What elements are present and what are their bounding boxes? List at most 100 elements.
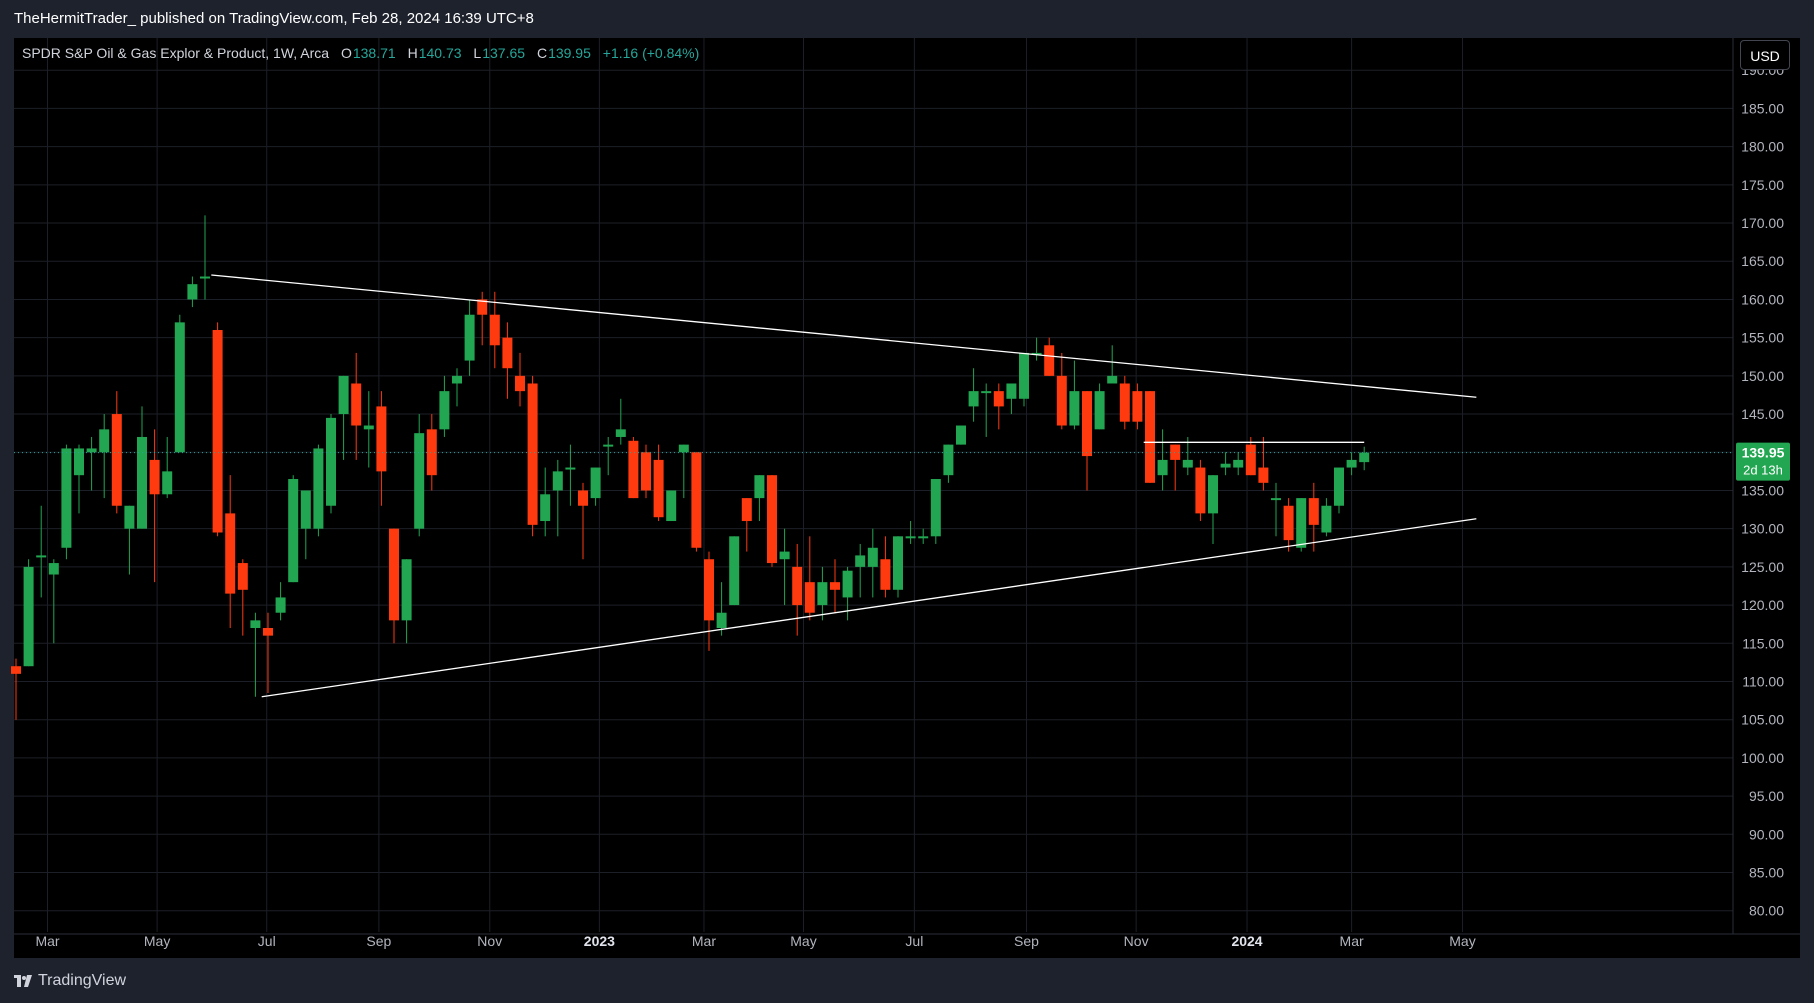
candle-body — [1334, 467, 1344, 506]
candle-body — [263, 628, 273, 636]
candle-body — [603, 444, 614, 447]
high-value: 140.73 — [418, 45, 462, 61]
candle-up — [716, 582, 727, 636]
candle-body — [704, 559, 714, 621]
candle-up — [779, 528, 790, 606]
low-value: 137.65 — [482, 45, 526, 61]
tradingview-logo[interactable]: TradingView — [14, 972, 126, 990]
candlestick-chart[interactable]: 190.00185.00180.00175.00170.00165.00160.… — [0, 0, 1814, 960]
candle-body — [615, 429, 626, 437]
candle-body — [880, 559, 891, 590]
last-price-badge: 139.95 2d 13h — [1736, 442, 1790, 481]
candle-body — [804, 582, 815, 613]
candle-up — [326, 414, 336, 514]
x-tick-label: Mar — [1340, 933, 1364, 949]
candle-up — [968, 368, 979, 422]
candle-down — [489, 291, 500, 369]
candle-up — [956, 425, 966, 445]
candle-body — [237, 563, 248, 590]
candle-up — [1107, 345, 1118, 384]
candle-body — [641, 452, 651, 491]
y-tick-label: 180.00 — [1741, 139, 1784, 155]
candle-body — [200, 276, 210, 279]
candle-up — [1359, 446, 1370, 471]
candle-body — [1220, 463, 1231, 468]
candle-down — [376, 391, 387, 506]
x-tick-label: Mar — [35, 933, 59, 949]
candle-body — [1145, 391, 1155, 483]
candle-body — [11, 666, 21, 674]
candle-body — [489, 314, 500, 346]
candle-down — [993, 383, 1004, 430]
price-badge-bg — [1736, 442, 1790, 481]
candle-body — [225, 513, 236, 594]
candle-up — [61, 444, 72, 560]
candle-up — [893, 536, 903, 598]
candle-body — [351, 383, 362, 426]
candle-body — [414, 433, 425, 529]
candle-body — [754, 475, 765, 499]
candle-up — [590, 467, 601, 506]
y-tick-label: 80.00 — [1749, 903, 1784, 919]
open-value: 138.71 — [352, 45, 396, 61]
candle-body — [1195, 467, 1206, 514]
candle-up — [552, 459, 563, 537]
currency-button[interactable]: USD — [1740, 40, 1790, 70]
candle-body — [61, 448, 72, 548]
candle-body — [389, 528, 399, 621]
candle-down — [426, 414, 437, 491]
candle-body — [288, 479, 299, 583]
candle-body — [515, 375, 525, 392]
trendline-lower — [261, 518, 1477, 698]
y-tick-label: 165.00 — [1741, 253, 1784, 269]
candle-body — [1233, 459, 1244, 468]
candle-down — [1145, 391, 1155, 483]
y-tick-label: 95.00 — [1749, 788, 1784, 804]
chart-grid — [14, 38, 1800, 935]
y-tick-label: 130.00 — [1741, 521, 1784, 537]
candle-body — [300, 490, 311, 529]
candle-up — [666, 490, 677, 522]
candle-down — [741, 498, 752, 552]
candle-up — [174, 314, 185, 453]
candle-body — [552, 471, 563, 491]
candle-body — [1245, 444, 1256, 476]
candle-down — [1082, 391, 1092, 491]
candle-up — [300, 490, 311, 560]
symbol-legend: SPDR S&P Oil & Gas Explor & Product, 1W,… — [22, 45, 699, 61]
candle-body — [1119, 383, 1130, 422]
candle-down — [1056, 352, 1067, 430]
candle-down — [1044, 337, 1055, 376]
chart-panel[interactable] — [14, 38, 1800, 958]
candle-body — [1359, 452, 1370, 463]
candle-body — [1044, 345, 1055, 376]
candle-up — [1220, 452, 1231, 476]
candles — [11, 215, 1370, 720]
y-tick-label: 125.00 — [1741, 559, 1784, 575]
candle-up — [1182, 436, 1193, 476]
candle-up — [1346, 452, 1357, 476]
candle-up — [363, 391, 374, 468]
candle-up — [1321, 498, 1332, 537]
candle-up — [867, 528, 878, 598]
candle-up — [729, 536, 740, 606]
candle-body — [930, 479, 941, 537]
candle-body — [1094, 391, 1105, 430]
candle-up — [162, 436, 173, 499]
candle-body — [628, 440, 639, 499]
x-tick-label: Jul — [258, 933, 276, 949]
candle-up — [401, 559, 412, 644]
candle-body — [855, 555, 866, 567]
symbol-name: SPDR S&P Oil & Gas Explor & Product, 1W,… — [22, 45, 330, 61]
candle-up — [1006, 383, 1017, 415]
candle-down — [515, 352, 525, 407]
candle-down — [502, 322, 513, 399]
candle-down — [389, 528, 399, 644]
y-tick-label: 110.00 — [1742, 673, 1784, 689]
candle-body — [1271, 498, 1281, 501]
candle-body — [1006, 383, 1017, 399]
candle-body — [36, 555, 47, 558]
candle-down — [804, 536, 815, 621]
candle-body — [275, 597, 286, 613]
candle-up — [464, 299, 475, 376]
